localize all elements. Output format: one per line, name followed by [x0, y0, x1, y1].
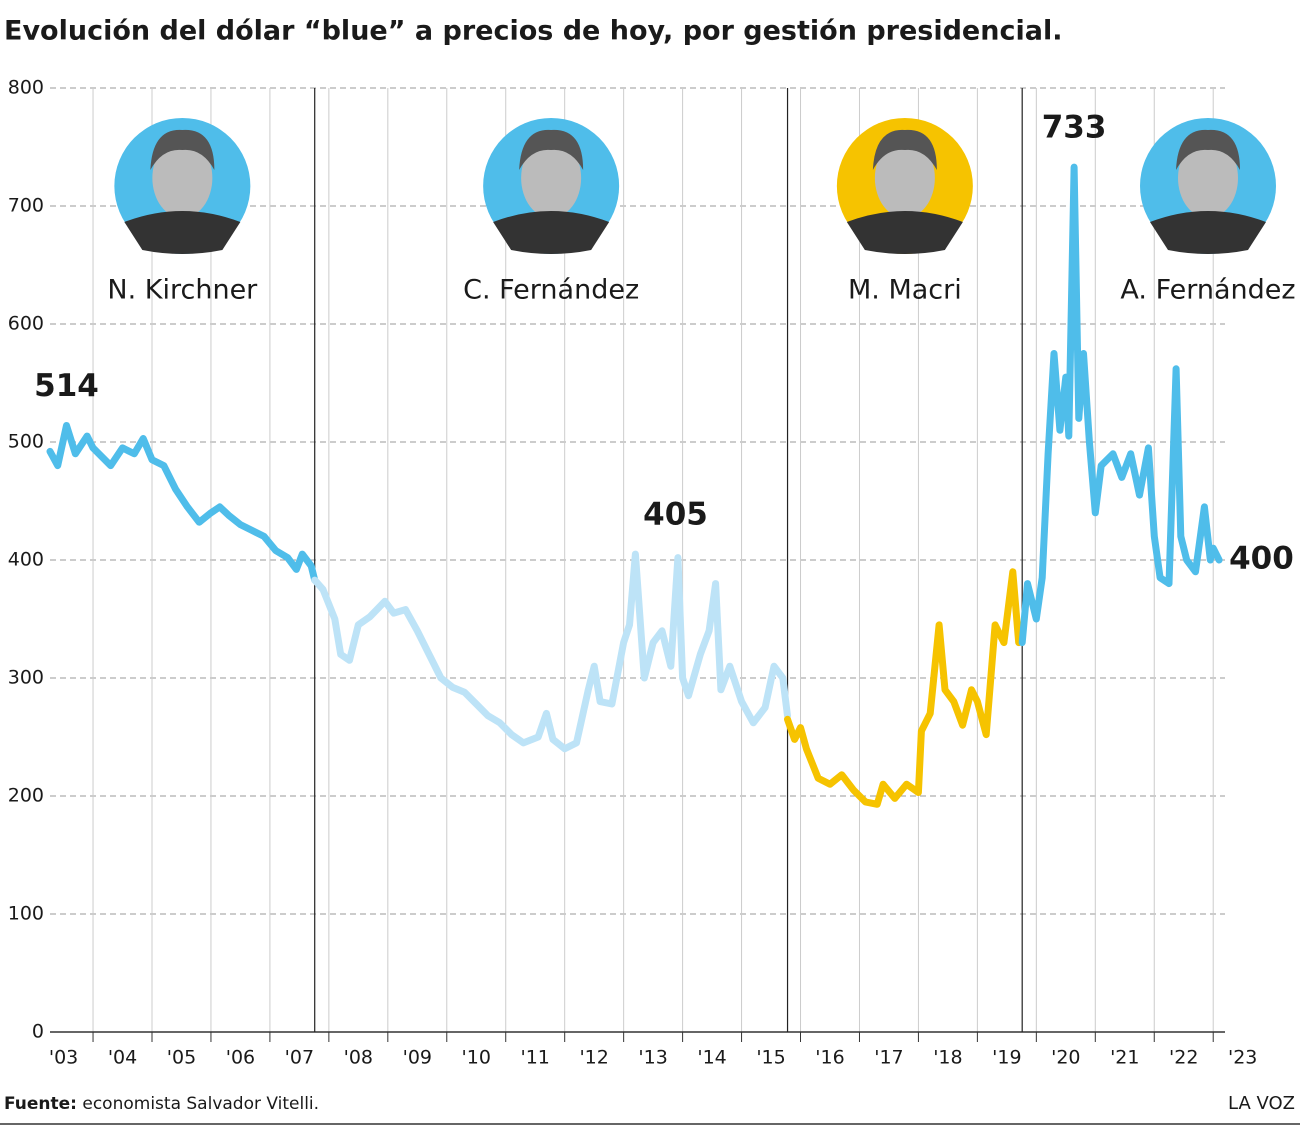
chart-title: Evolución del dólar “blue” a precios de …: [4, 16, 1062, 47]
portrait-body: [124, 211, 241, 254]
x-tick-label: '17: [874, 1047, 903, 1069]
x-tick-label: '16: [815, 1047, 844, 1069]
value-label: 514: [34, 368, 99, 404]
source: Fuente: economista Salvador Vitelli.: [4, 1094, 319, 1114]
series-line: [311, 550, 791, 753]
portrait-face: [521, 138, 582, 218]
value-label: 400: [1229, 541, 1294, 577]
x-tick-label: '09: [403, 1047, 432, 1069]
y-tick-label: 0: [32, 1021, 44, 1043]
y-tick-label: 400: [8, 549, 44, 571]
president-name: A. Fernández: [1120, 275, 1295, 306]
x-tick-label: '19: [992, 1047, 1021, 1069]
president-name: N. Kirchner: [107, 275, 258, 306]
x-tick-label: '03: [49, 1047, 78, 1069]
x-tick-label: '11: [521, 1047, 550, 1069]
source-label: Fuente:: [4, 1094, 77, 1114]
x-tick-label: '22: [1169, 1047, 1198, 1069]
x-tick-label: '18: [933, 1047, 962, 1069]
portrait-hair: [150, 129, 215, 170]
x-tick-label: '04: [108, 1047, 137, 1069]
portrait-hair: [1176, 129, 1240, 170]
portrait: [483, 118, 620, 254]
source-text: economista Salvador Vitelli.: [82, 1094, 319, 1114]
portrait-face: [152, 138, 213, 218]
x-tick-label: '21: [1110, 1047, 1139, 1069]
x-tick-label: '20: [1051, 1047, 1080, 1069]
y-tick-label: 600: [8, 313, 44, 335]
president-name: M. Macri: [848, 275, 962, 306]
portrait-face: [874, 138, 935, 218]
portrait-body: [1150, 211, 1266, 254]
president-name: C. Fernández: [463, 275, 639, 306]
portrait-body: [493, 211, 610, 254]
value-label: 733: [1042, 110, 1107, 146]
series-line: [784, 568, 1026, 808]
x-tick-label: '08: [344, 1047, 373, 1069]
portrait-body: [846, 211, 963, 254]
value-label: 405: [643, 497, 708, 533]
portrait-hair: [519, 129, 584, 170]
x-tick-label: '15: [756, 1047, 785, 1069]
series-line: [46, 422, 319, 584]
y-tick-label: 100: [8, 903, 44, 925]
x-tick-label: '12: [579, 1047, 608, 1069]
brand: LA VOZ: [1228, 1093, 1295, 1114]
portrait-hair: [872, 129, 937, 170]
y-tick-label: 300: [8, 667, 44, 689]
portrait-face: [1178, 138, 1238, 218]
series-line: [1018, 163, 1223, 647]
x-tick-label: '05: [167, 1047, 196, 1069]
portrait: [114, 118, 251, 254]
x-tick-label: '06: [226, 1047, 255, 1069]
y-tick-label: 700: [8, 195, 44, 217]
y-tick-label: 800: [8, 77, 44, 99]
x-tick-label: '07: [285, 1047, 314, 1069]
portrait: [836, 118, 973, 254]
x-tick-label: '14: [697, 1047, 726, 1069]
y-tick-label: 500: [8, 431, 44, 453]
y-tick-label: 200: [8, 785, 44, 807]
portrait: [1140, 118, 1276, 254]
x-tick-label: '23: [1228, 1047, 1257, 1069]
x-tick-label: '13: [638, 1047, 667, 1069]
x-tick-label: '10: [462, 1047, 491, 1069]
